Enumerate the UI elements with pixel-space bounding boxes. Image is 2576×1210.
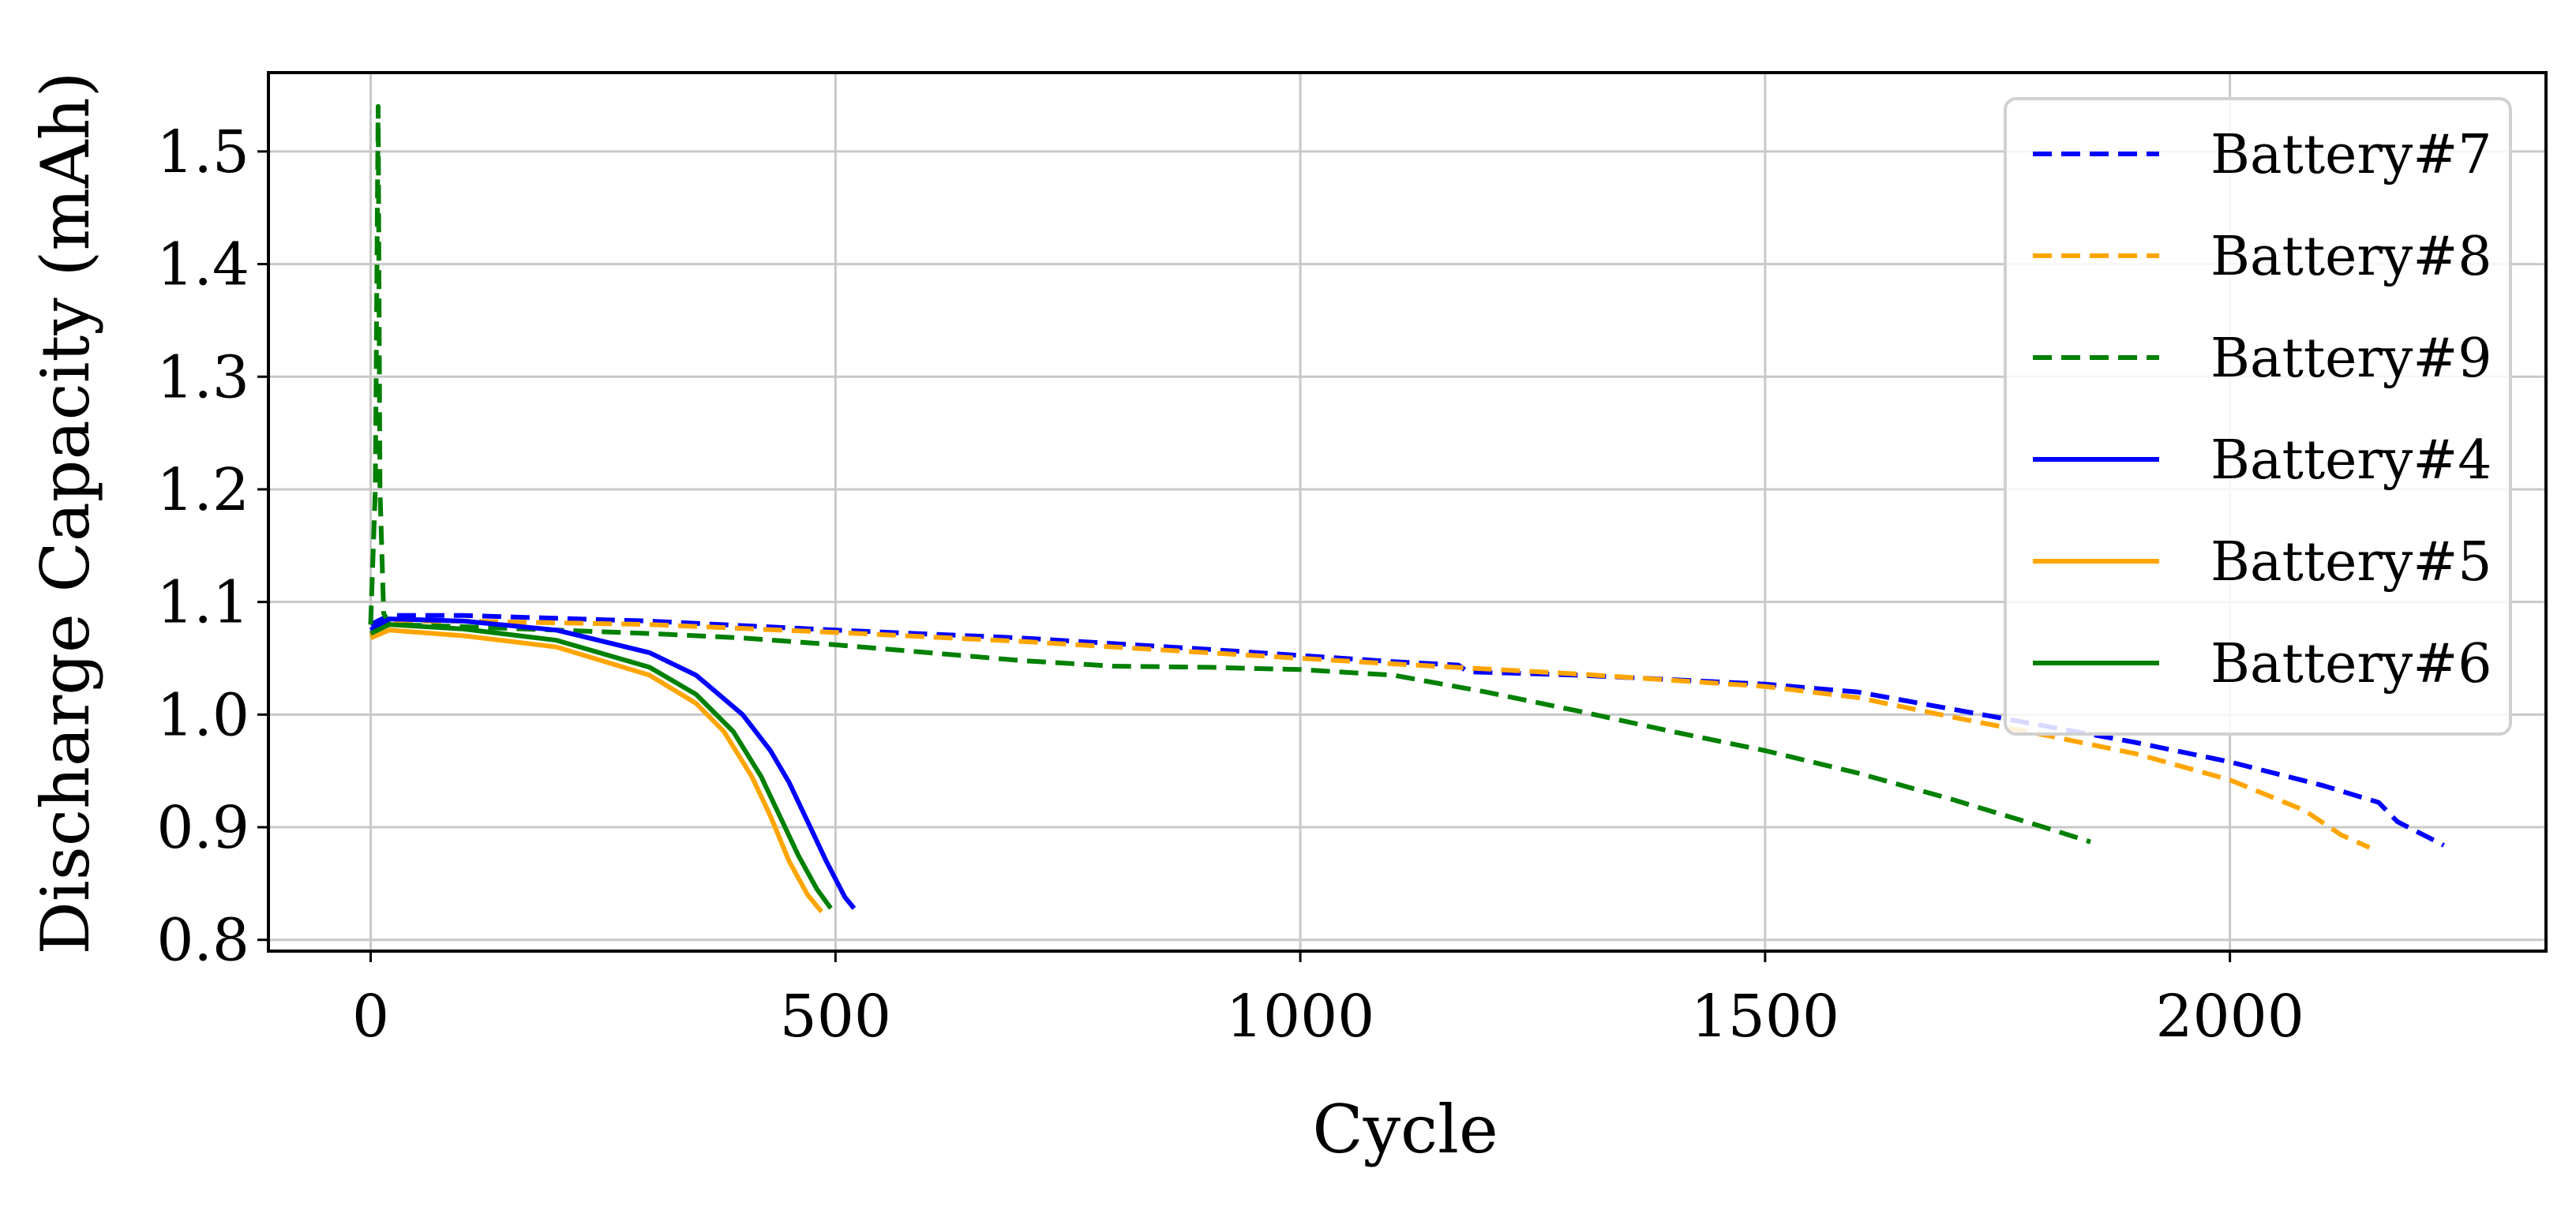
y-tick-label: 1.5 [156,118,249,186]
legend-label-battery-7: Battery#7 [2210,124,2492,186]
legend-label-battery-5: Battery#5 [2210,531,2492,594]
series-line-battery-7 [369,612,2445,848]
legend-label-battery-9: Battery#9 [2210,328,2492,390]
x-tick-label: 1000 [1226,983,1374,1051]
x-axis-title: Cycle [1312,1091,1498,1168]
y-tick-label: 1.3 [156,343,249,411]
y-tick-label: 1.2 [156,456,249,524]
series-line-battery-9 [368,103,2091,845]
x-tick-label: 500 [780,983,891,1051]
legend-label-battery-6: Battery#6 [2210,633,2492,695]
legend-label-battery-8: Battery#8 [2210,226,2492,288]
y-axis: 0.8 0.9 1.0 1.1 1.2 1.3 1.4 1.5 [156,118,268,975]
series-line-battery-8 [369,618,2371,850]
legend: Battery#7 Battery#8 Battery#9 Battery#4 Batt… [2004,97,2512,736]
x-tick-label: 0 [352,983,389,1051]
series-line-battery-6 [369,622,833,910]
y-tick-label: 1.0 [156,681,249,749]
y-tick-label: 0.8 [156,907,249,975]
x-tick-label: 1500 [1691,983,1839,1051]
y-tick-label: 1.4 [156,231,249,299]
legend-label-battery-4: Battery#4 [2210,429,2492,492]
x-axis: 0 500 1000 1500 2000 [352,951,2304,1051]
y-tick-label: 1.1 [156,569,249,637]
series-line-battery-4 [369,616,857,910]
series-layer [368,103,2445,914]
x-tick-label: 2000 [2155,983,2304,1051]
y-tick-label: 0.9 [156,794,249,862]
series-line-battery-5 [369,627,823,914]
plot-border [267,71,2548,953]
y-axis-title: Discharge Capacity (mAh) [27,72,104,955]
